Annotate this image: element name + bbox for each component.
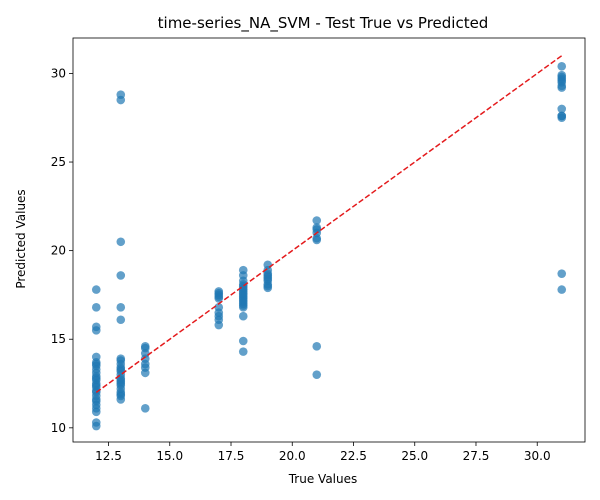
data-point xyxy=(238,336,248,346)
data-point xyxy=(116,315,126,325)
data-point xyxy=(214,290,224,300)
data-point xyxy=(116,237,126,247)
data-point xyxy=(116,389,126,399)
y-tick-label: 25 xyxy=(51,155,66,169)
data-point xyxy=(557,111,567,121)
y-axis-label: Predicted Values xyxy=(14,189,28,288)
data-point xyxy=(557,78,567,87)
data-point xyxy=(312,216,322,225)
x-tick-label: 30.0 xyxy=(524,449,551,463)
data-point xyxy=(116,303,126,312)
data-point xyxy=(91,373,101,383)
plot-frame xyxy=(72,37,586,443)
x-tick-label: 27.5 xyxy=(463,449,490,463)
data-point xyxy=(116,271,126,280)
y-tick-label: 10 xyxy=(51,421,66,435)
data-point xyxy=(557,62,567,71)
reference-line xyxy=(95,55,563,393)
y-tick-label: 20 xyxy=(51,244,66,258)
data-point xyxy=(238,288,248,298)
data-point xyxy=(91,359,101,369)
data-point xyxy=(91,326,101,335)
data-point xyxy=(116,365,126,374)
plot-area xyxy=(72,37,586,443)
data-point xyxy=(91,303,101,312)
x-tick-label: 12.5 xyxy=(95,449,122,463)
data-point xyxy=(91,407,101,417)
x-tick-label: 20.0 xyxy=(279,449,306,463)
x-axis: 12.5 15.0 17.5 20.0 22.5 25.0 27.5 30.0 xyxy=(95,442,551,463)
data-point xyxy=(238,347,248,356)
data-point xyxy=(214,320,224,330)
data-point xyxy=(312,342,322,351)
data-point xyxy=(263,283,273,293)
data-point xyxy=(91,285,101,294)
data-point xyxy=(116,379,126,388)
data-point xyxy=(263,274,273,284)
data-point xyxy=(238,303,248,312)
y-tick-label: 15 xyxy=(51,332,66,346)
x-tick-label: 25.0 xyxy=(401,449,428,463)
x-tick-label: 22.5 xyxy=(340,449,367,463)
data-point xyxy=(312,370,322,379)
data-point xyxy=(557,285,567,294)
x-tick-label: 15.0 xyxy=(156,449,183,463)
data-point xyxy=(91,421,101,431)
data-point xyxy=(557,104,567,114)
data-point xyxy=(140,368,150,378)
y-axis: 10 15 20 25 30 xyxy=(51,66,73,435)
data-point xyxy=(557,269,567,278)
data-point xyxy=(140,404,150,413)
x-tick-label: 17.5 xyxy=(218,449,245,463)
chart-title: time-series_NA_SVM - Test True vs Predic… xyxy=(158,14,489,33)
y-tick-label: 30 xyxy=(51,66,66,80)
data-point xyxy=(91,396,101,406)
data-point xyxy=(238,311,248,321)
data-point xyxy=(116,95,126,105)
x-axis-label: True Values xyxy=(288,472,358,486)
data-point xyxy=(312,235,322,245)
